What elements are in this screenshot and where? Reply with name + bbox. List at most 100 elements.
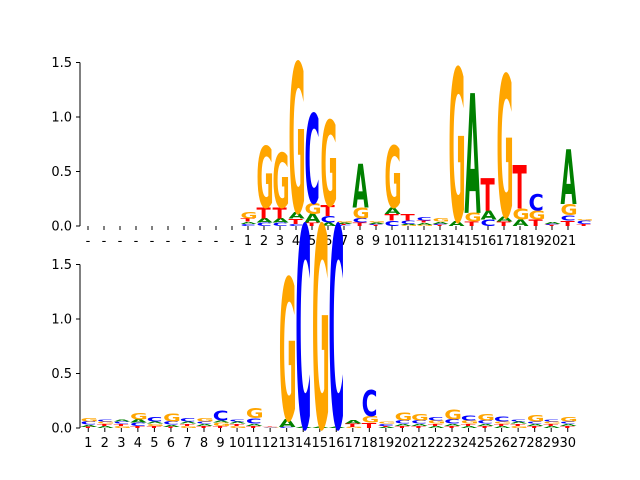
logo-letter-G: G — [577, 219, 594, 221]
logo-letter-C: C — [279, 427, 295, 429]
x-tick-label: 28 — [526, 436, 543, 451]
x-tick-label: 18 — [361, 436, 378, 451]
logo-letter-T: T — [543, 423, 558, 426]
logo-letter-C: C — [510, 419, 526, 422]
logo-letter-T: T — [444, 425, 459, 428]
logo-letter-T: T — [401, 212, 415, 223]
x-tick-label: - — [86, 234, 91, 249]
logo-letter-C: C — [529, 191, 544, 217]
logo-letter-T: T — [305, 222, 320, 227]
y-tick-label: 1.5 — [51, 258, 72, 273]
x-tick-label: 16 — [328, 436, 345, 451]
logo-letter-G: G — [262, 427, 280, 428]
logo-letter-G: G — [449, 28, 466, 271]
logo-letter-T: T — [433, 225, 447, 227]
x-tick-label: 2 — [101, 436, 109, 451]
logo-letter-G: G — [180, 425, 198, 428]
logo-letter-T: T — [130, 425, 145, 428]
logo-letter-C: C — [81, 421, 97, 426]
logo-letter-T: T — [273, 205, 288, 222]
logo-letter-C: C — [543, 419, 559, 422]
logo-letter-G: G — [130, 411, 148, 421]
logo-letter-A: A — [481, 209, 498, 223]
logo-letter-C: C — [577, 220, 592, 225]
logo-letter-A: A — [241, 221, 258, 225]
x-tick-label: 8 — [356, 234, 364, 249]
logo-letter-T: T — [497, 221, 512, 228]
y-tick-label: 0.0 — [51, 422, 72, 437]
logo-letter-A: A — [513, 218, 530, 229]
logo-letter-C: C — [321, 214, 336, 225]
logo-letter-C: C — [401, 220, 416, 225]
logo-letter-A: A — [497, 214, 514, 223]
x-tick-label: 13 — [432, 234, 449, 249]
x-tick-label: 6 — [324, 234, 332, 249]
logo-letter-G: G — [560, 416, 578, 423]
x-tick-label: 1 — [84, 436, 92, 451]
x-tick-label: 16 — [480, 234, 497, 249]
x-tick-label: 30 — [559, 436, 576, 451]
x-tick-label: 25 — [477, 436, 494, 451]
logo-letter-A: A — [428, 425, 445, 428]
logo-letter-C: C — [411, 420, 427, 425]
logo-letter-G: G — [81, 417, 99, 422]
x-tick-label: 7 — [340, 234, 348, 249]
logo-letter-T: T — [362, 421, 377, 430]
x-tick-label: 20 — [544, 234, 561, 249]
logo-letter-G: G — [289, 23, 306, 261]
logo-letter-G: G — [417, 225, 434, 227]
logo-letter-G: G — [114, 425, 132, 428]
logo-letter-G: G — [465, 211, 482, 225]
logo-letter-C: C — [369, 224, 384, 226]
x-tick-label: 17 — [345, 436, 362, 451]
logo-letter-G: G — [321, 97, 338, 233]
logo-letter-A: A — [246, 423, 263, 426]
logo-letter-T: T — [337, 224, 351, 226]
logo-letter-T: T — [213, 425, 228, 428]
logo-letter-A: A — [561, 135, 577, 222]
logo-letter-T: T — [114, 423, 129, 426]
x-tick-label: 5 — [308, 234, 316, 249]
logo-letter-G: G — [241, 210, 258, 221]
x-tick-label: 11 — [400, 234, 417, 249]
logo-letter-A: A — [114, 419, 131, 422]
logo-letter-T: T — [428, 423, 443, 426]
x-tick-label: 10 — [229, 436, 246, 451]
logo-letter-A: A — [321, 222, 338, 227]
logo-letter-G: G — [353, 205, 370, 222]
logo-letter-T: T — [196, 425, 211, 428]
logo-letter-G: G — [246, 406, 264, 422]
x-tick-label: 5 — [150, 436, 158, 451]
x-tick-label: 2 — [260, 234, 268, 249]
x-tick-label: 13 — [278, 436, 295, 451]
logo-letter-A: A — [444, 423, 461, 426]
logo-letter-G: G — [305, 201, 322, 218]
logo-letter-C: C — [362, 383, 378, 424]
logo-letter-A: A — [395, 423, 412, 426]
logo-letter-A: A — [163, 424, 180, 427]
logo-letter-A: A — [213, 420, 230, 423]
logo-letter-A: A — [279, 417, 297, 429]
logo-letter-G: G — [147, 423, 165, 426]
logo-letter-G: G — [543, 421, 561, 424]
logo-letter-T: T — [577, 223, 592, 227]
logo-letter-C: C — [561, 213, 576, 222]
logo-letter-C: C — [289, 223, 304, 227]
x-tick-label: 7 — [183, 436, 191, 451]
x-tick-label: 22 — [427, 436, 444, 451]
logo-letter-C: C — [114, 421, 130, 424]
logo-letter-A: A — [560, 423, 577, 426]
logo-letter-T: T — [241, 217, 256, 222]
logo-letter-C: C — [417, 216, 432, 221]
logo-letter-A: A — [81, 424, 98, 427]
logo-letter-G: G — [401, 225, 418, 227]
logo-letter-A: A — [345, 420, 362, 425]
logo-letter-T: T — [289, 217, 304, 226]
logo-letter-T: T — [321, 203, 336, 220]
logo-letter-T: T — [180, 423, 195, 426]
logo-letter-G: G — [362, 414, 380, 424]
logo-letter-A: A — [510, 421, 527, 424]
y-tick-label: 0.0 — [51, 220, 72, 235]
logo-letter-A: A — [196, 423, 213, 426]
